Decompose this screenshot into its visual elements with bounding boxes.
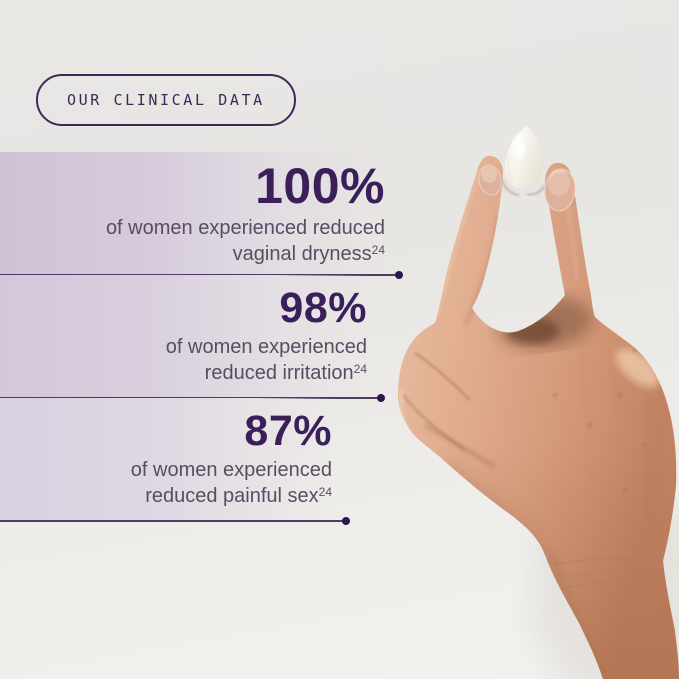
stat-description: of women experienced reduced painful sex… bbox=[131, 457, 332, 509]
suppository bbox=[500, 126, 546, 196]
hand-illustration bbox=[398, 126, 679, 679]
stat-description-line2: vaginal dryness bbox=[232, 242, 372, 265]
rule-end-dot bbox=[377, 394, 385, 402]
thumb-nail bbox=[478, 164, 502, 196]
rule-end-dot bbox=[342, 517, 350, 525]
stat-description: of women experienced reduced irritation2… bbox=[166, 334, 367, 386]
stat-value: 87% bbox=[244, 407, 332, 456]
clinical-data-badge: OUR CLINICAL DATA bbox=[36, 74, 296, 126]
stat-block-painful-sex: 87% of women experienced reduced painful… bbox=[0, 398, 350, 525]
rule-end-dot bbox=[395, 271, 403, 279]
stat-description-line1: of women experienced bbox=[130, 458, 332, 481]
stat-block-irritation: 98% of women experienced reduced irritat… bbox=[0, 275, 385, 402]
stat-description-line1: of women experienced reduced bbox=[105, 216, 385, 239]
hand-holding-suppository-photo bbox=[395, 95, 679, 679]
divider-rule bbox=[0, 517, 350, 525]
stat-block-vaginal-dryness: 100% of women experienced reduced vagina… bbox=[0, 152, 403, 279]
stat-description: of women experienced reduced vaginal dry… bbox=[106, 215, 385, 267]
stat-description-line2: reduced irritation bbox=[204, 361, 354, 384]
footnote-marker: 24 bbox=[353, 361, 367, 376]
stat-description-line1: of women experienced bbox=[165, 335, 367, 358]
stat-value: 98% bbox=[279, 284, 367, 333]
index-finger-nail bbox=[544, 168, 576, 212]
stat-value: 100% bbox=[255, 157, 385, 214]
footnote-marker: 24 bbox=[371, 242, 385, 257]
stat-description-line2: reduced painful sex bbox=[145, 484, 319, 507]
footnote-marker: 24 bbox=[318, 484, 332, 499]
clinical-data-badge-label: OUR CLINICAL DATA bbox=[67, 91, 265, 109]
